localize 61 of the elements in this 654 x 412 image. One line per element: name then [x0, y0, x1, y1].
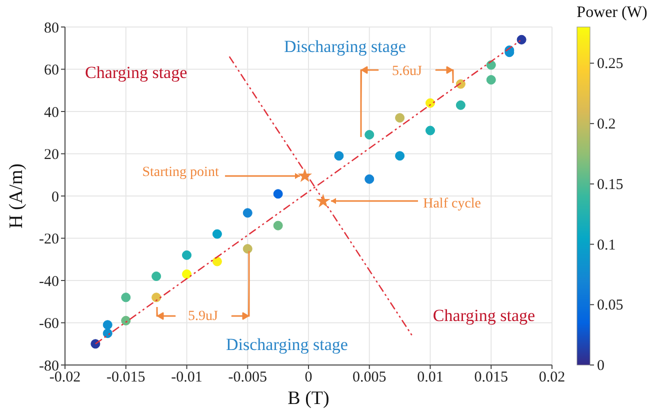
point: [298, 168, 312, 182]
x-tick-label: 0.02: [538, 370, 566, 386]
y-tick-label: 20: [44, 147, 59, 164]
annotation: Charging stage: [85, 63, 188, 82]
y-tick-label: -60: [39, 316, 59, 332]
point: [182, 269, 192, 279]
color-bar-label: 0.1: [597, 237, 616, 254]
point: [121, 316, 131, 326]
point: [121, 292, 131, 302]
annotation: Starting point: [142, 164, 219, 180]
point: [395, 151, 405, 161]
point: [242, 244, 252, 254]
color-bar-title: Power (W): [576, 4, 648, 21]
y-tick-label: 60: [44, 62, 59, 79]
y-tick-label: 0: [52, 189, 59, 206]
color-bar-label: 0: [597, 358, 604, 374]
y-tick-label: 80: [44, 20, 59, 36]
annotation: Half cycle: [423, 196, 482, 212]
x-tick-label: 0.01: [417, 370, 444, 386]
y-axis-title: H (A/m): [6, 164, 27, 228]
point: [456, 100, 466, 110]
point: [242, 208, 252, 218]
x-tick-label: 0: [304, 370, 312, 386]
y-tick-label: -40: [39, 274, 59, 290]
point: [395, 113, 405, 123]
annotation: Charging stage: [432, 306, 536, 325]
point: [102, 328, 112, 338]
point: [364, 130, 374, 140]
point: [486, 60, 496, 70]
annotation: Discharging stage: [284, 37, 406, 56]
point: [90, 339, 100, 349]
x-axis-title: B (T): [288, 388, 330, 409]
point: [102, 320, 112, 330]
y-tick-label: 40: [44, 104, 59, 121]
color-bar-label: 0.25: [597, 56, 624, 72]
point: [182, 250, 192, 260]
point: [425, 98, 436, 108]
annotation: Discharging stage: [226, 335, 348, 354]
y-tick-label: -20: [39, 232, 59, 248]
x-tick-label: -0.01: [171, 370, 202, 386]
point: [425, 126, 436, 136]
annotation: 5.6uJ: [392, 64, 423, 79]
x-tick-label: 0.005: [352, 370, 386, 386]
color-bar-label: 0.2: [597, 116, 616, 133]
point: [334, 151, 344, 161]
point: [152, 272, 162, 282]
point: [273, 189, 283, 199]
color-bar-label: 0.15: [597, 176, 624, 193]
point: [212, 256, 222, 266]
point: [516, 34, 526, 44]
point: [316, 194, 330, 208]
x-tick-label: -0.005: [228, 370, 267, 386]
color-bar-label: 0.05: [597, 298, 624, 314]
point: [212, 229, 222, 239]
point: [364, 174, 374, 184]
x-tick-label: -0.015: [106, 370, 146, 386]
point: [486, 75, 496, 85]
x-tick-label: 0.015: [474, 370, 508, 386]
point: [152, 292, 162, 302]
point: [273, 220, 283, 230]
annotation: 5.9uJ: [188, 309, 219, 324]
